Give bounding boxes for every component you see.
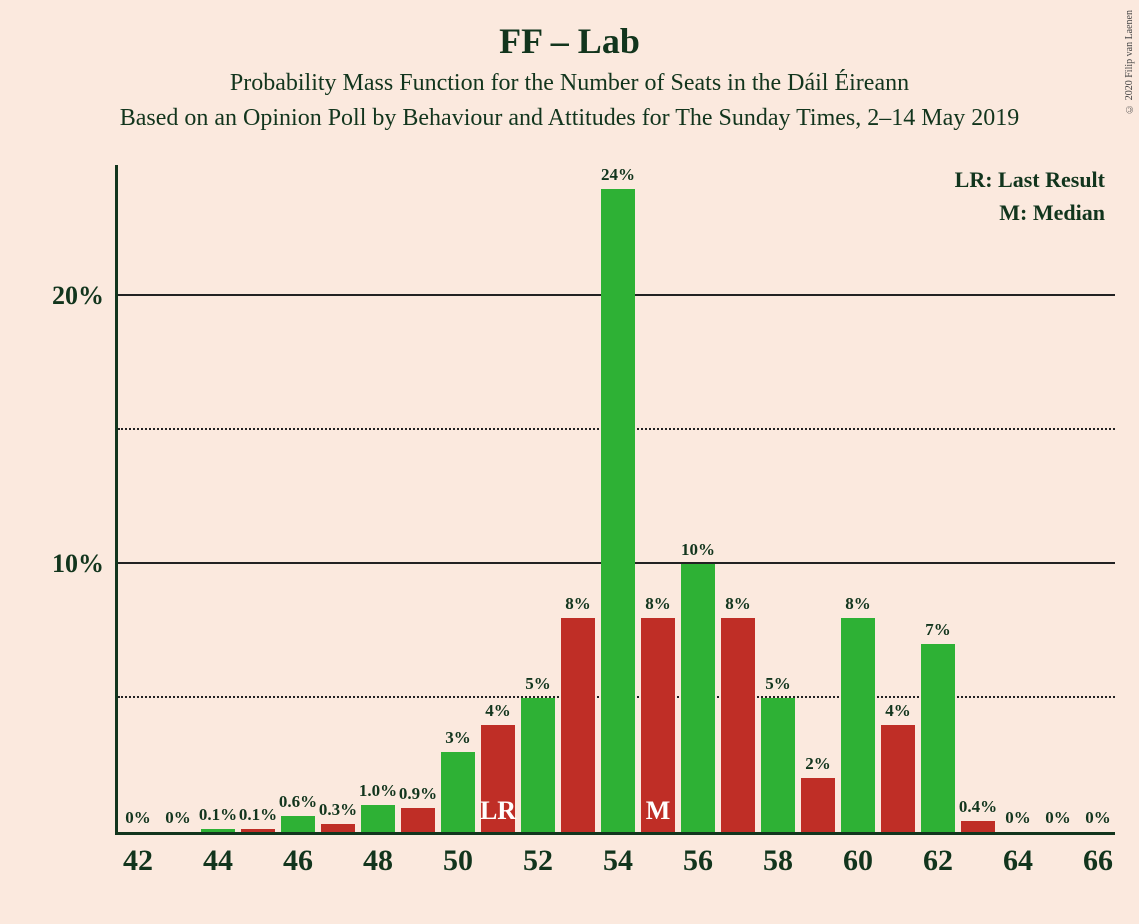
- bar-label: 0%: [1085, 808, 1111, 832]
- bar-56: 10%: [681, 564, 715, 832]
- chart-title: FF – Lab: [10, 20, 1129, 62]
- bar-51: 4%LR: [481, 725, 515, 832]
- bar-label: 24%: [601, 165, 635, 189]
- bar-label: 0.1%: [199, 805, 237, 829]
- bar-57: 8%: [721, 618, 755, 832]
- x-tick-label: 60: [843, 832, 873, 878]
- bar-label: 0.6%: [279, 792, 317, 816]
- bar-label: 0%: [1045, 808, 1071, 832]
- bar-label: 3%: [445, 728, 471, 752]
- bar-label: 0.1%: [239, 805, 277, 829]
- x-tick-label: 56: [683, 832, 713, 878]
- plot-area: LR: Last Result M: Median 0%0%0.1%0.1%0.…: [115, 165, 1115, 835]
- bar-45: 0.1%: [241, 829, 275, 832]
- bar-53: 8%: [561, 618, 595, 832]
- bar-label: 0%: [165, 808, 191, 832]
- x-tick-label: 64: [1003, 832, 1033, 878]
- bar-label: 5%: [765, 674, 791, 698]
- bar-label: 7%: [925, 620, 951, 644]
- x-tick-label: 44: [203, 832, 233, 878]
- bar-59: 2%: [801, 778, 835, 832]
- bar-label: 8%: [565, 594, 591, 618]
- bar-48: 1.0%: [361, 805, 395, 832]
- last-result-marker: LR: [480, 796, 516, 826]
- x-tick-label: 66: [1083, 832, 1113, 878]
- bar-label: 8%: [845, 594, 871, 618]
- x-tick-label: 52: [523, 832, 553, 878]
- bar-47: 0.3%: [321, 824, 355, 832]
- bar-60: 8%: [841, 618, 875, 832]
- x-tick-label: 50: [443, 832, 473, 878]
- x-tick-label: 46: [283, 832, 313, 878]
- chart-subtitle-2: Based on an Opinion Poll by Behaviour an…: [10, 105, 1129, 132]
- bar-label: 0.4%: [959, 797, 997, 821]
- bar-62: 7%: [921, 644, 955, 832]
- bar-label: 0.9%: [399, 784, 437, 808]
- copyright-text: © 2020 Filip van Laenen: [1124, 10, 1135, 114]
- bar-label: 4%: [485, 701, 511, 725]
- bar-label: 0%: [125, 808, 151, 832]
- bar-label: 1.0%: [359, 781, 397, 805]
- bar-label: 8%: [645, 594, 671, 618]
- y-tick-label: 10%: [52, 549, 118, 579]
- bar-label: 10%: [681, 540, 715, 564]
- x-tick-label: 58: [763, 832, 793, 878]
- median-marker: M: [646, 796, 671, 826]
- bar-54: 24%: [601, 189, 635, 832]
- bar-46: 0.6%: [281, 816, 315, 832]
- bars-layer: 0%0%0.1%0.1%0.6%0.3%1.0%0.9%3%4%LR5%8%24…: [118, 165, 1115, 832]
- bar-63: 0.4%: [961, 821, 995, 832]
- bar-52: 5%: [521, 698, 555, 832]
- x-tick-label: 54: [603, 832, 633, 878]
- y-tick-label: 20%: [52, 281, 118, 311]
- bar-label: 0%: [1005, 808, 1031, 832]
- bar-label: 5%: [525, 674, 551, 698]
- bar-49: 0.9%: [401, 808, 435, 832]
- chart-subtitle: Probability Mass Function for the Number…: [10, 70, 1129, 97]
- bar-61: 4%: [881, 725, 915, 832]
- bar-label: 2%: [805, 754, 831, 778]
- bar-label: 0.3%: [319, 800, 357, 824]
- bar-label: 8%: [725, 594, 751, 618]
- bar-58: 5%: [761, 698, 795, 832]
- chart-container: FF – Lab Probability Mass Function for t…: [0, 0, 1139, 924]
- bar-50: 3%: [441, 752, 475, 832]
- x-tick-label: 62: [923, 832, 953, 878]
- bar-55: 8%M: [641, 618, 675, 832]
- x-tick-label: 42: [123, 832, 153, 878]
- bar-label: 4%: [885, 701, 911, 725]
- x-tick-label: 48: [363, 832, 393, 878]
